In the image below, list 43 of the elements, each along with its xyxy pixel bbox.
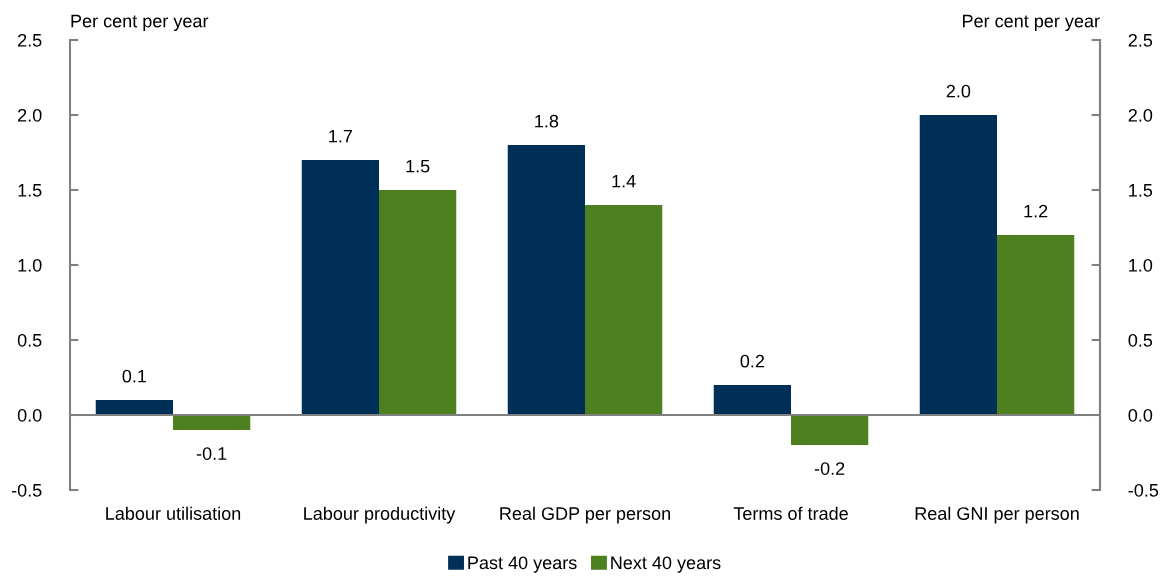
bar [997,235,1075,415]
data-label: 1.4 [612,174,636,188]
bar [507,145,585,415]
data-label: 1.5 [406,159,430,173]
data-label: 1.8 [535,114,559,128]
bar [173,415,251,430]
y-tick-label: 1.5 [18,184,42,197]
y2-tick-label: 1.5 [1129,184,1153,197]
x-tick-label: Real GNI per person [915,506,1079,524]
x-tick-label: Terms of trade [733,506,848,520]
y-tick-label: 1.0 [18,258,42,272]
y-tick-label: 2.0 [18,108,42,122]
data-label: 2.0 [946,84,971,98]
bar [585,205,663,415]
y2-tick-label: 0.0 [1128,408,1153,422]
y2-tick-label: 0.5 [1128,333,1153,347]
y2-tick-label: -0.5 [1128,483,1159,497]
bar [95,400,173,415]
y-tick-label: 0.0 [17,408,42,422]
legend-label: Next 40 years [611,556,721,573]
data-label: -0.2 [814,462,845,475]
x-tick-label: Real GDP per person [500,506,670,524]
x-tick-label: Labour productivity [304,506,456,524]
data-label: 1.7 [329,129,353,143]
bar [919,115,997,415]
y2-tick-label: 1.0 [1129,258,1153,272]
x-tick-label: Labour utilisation [106,506,241,520]
data-label: -0.1 [196,447,227,460]
legend-label: Past 40 years [468,556,577,573]
y-tick-label: 0.5 [17,333,42,347]
y-tick-label: 2.5 [18,33,42,47]
data-label: 0.2 [740,354,765,368]
bar [301,160,379,415]
y2-tick-label: 2.5 [1128,33,1153,47]
bar [379,190,457,415]
bar [713,385,791,415]
y-tick-label: -0.5 [11,483,42,497]
y2-axis-title: Per cent per year [963,14,1100,31]
y2-tick-label: 2.0 [1128,108,1153,122]
data-label: 1.2 [1024,204,1048,218]
y-axis-title: Per cent per year [71,14,209,31]
data-label: 0.1 [122,369,147,383]
bar [791,415,869,445]
